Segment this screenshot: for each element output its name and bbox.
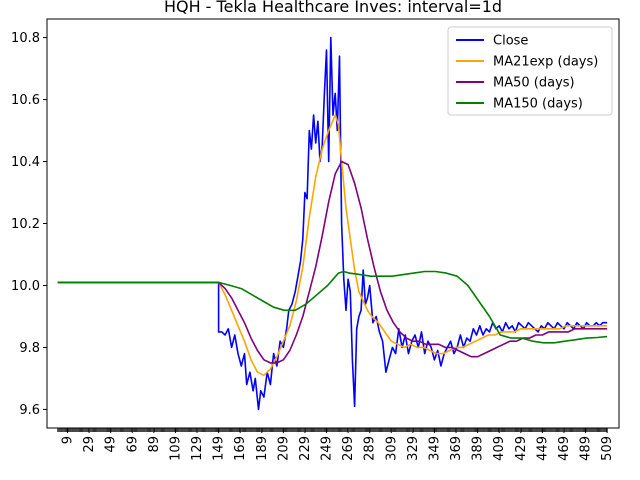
x-tick-label: 29 (82, 436, 97, 453)
y-tick-label: 10.6 (11, 93, 40, 108)
x-tick-label: 129 (190, 436, 205, 461)
x-tick-label: 449 (535, 436, 550, 461)
x-tick-label: 149 (212, 436, 227, 461)
y-tick-label: 10.0 (11, 279, 40, 294)
x-axis: 9 29 49 69 89 109 129 149 169 189 209 229 249 269 289 3… (57, 428, 615, 461)
x-tick-label: 349 (427, 436, 442, 461)
series-line-1 (57, 114, 608, 377)
y-tick-label: 10.2 (11, 217, 40, 232)
x-tick-label: 409 (492, 436, 507, 461)
y-tick-label: 9.8 (19, 341, 40, 356)
series-line-3 (57, 270, 608, 344)
x-tick-label: 289 (363, 436, 378, 461)
x-tick-label: 489 (579, 436, 594, 461)
x-tick-label: 209 (276, 436, 291, 461)
x-tick-label: 69 (125, 436, 140, 453)
x-tick-label: 469 (557, 436, 572, 461)
x-tick-label: 89 (147, 436, 162, 453)
x-tick-label: 309 (384, 436, 399, 461)
x-tick-label: 49 (104, 436, 119, 453)
chart-title: HQH - Tekla Healthcare Inves: interval=1… (164, 0, 502, 16)
y-axis: 9.6 9.8 10.0 10.2 10.4 10.6 10.8 (11, 31, 47, 418)
x-tick-label: 109 (168, 436, 183, 461)
legend-label: MA150 (days) (493, 97, 583, 112)
plot-area (57, 36, 608, 411)
legend-label: MA50 (days) (493, 76, 575, 91)
x-tick-label: 229 (298, 436, 313, 461)
y-tick-label: 10.4 (11, 155, 40, 170)
x-tick-label: 269 (341, 436, 356, 461)
legend-label: MA21exp (days) (493, 55, 598, 70)
x-tick-label: 9 (61, 436, 76, 444)
x-tick-label: 369 (449, 436, 464, 461)
x-tick-label: 189 (255, 436, 270, 461)
y-tick-label: 10.8 (11, 31, 40, 46)
x-tick-label: 249 (320, 436, 335, 461)
y-tick-label: 9.6 (19, 403, 40, 418)
series-line-2 (57, 160, 608, 364)
x-tick-label: 429 (514, 436, 529, 461)
legend: Close MA21exp (days) MA50 (days) MA150 (day… (447, 26, 613, 116)
x-tick-label: 329 (406, 436, 421, 461)
x-tick-label: 509 (600, 436, 615, 461)
x-tick-label: 169 (233, 436, 248, 461)
series-layer (57, 36, 608, 411)
legend-box (447, 26, 613, 116)
x-tick-label: 389 (471, 436, 486, 461)
legend-label: Close (493, 34, 528, 49)
